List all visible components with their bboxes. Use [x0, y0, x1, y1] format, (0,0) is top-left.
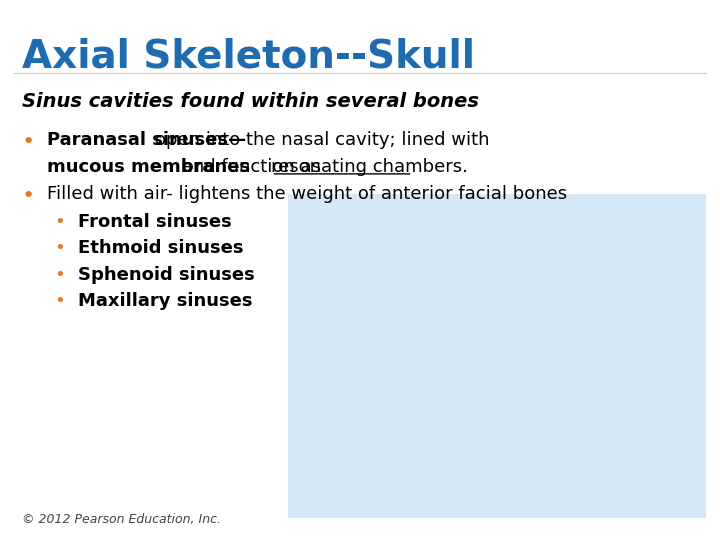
Text: •: • [54, 213, 65, 231]
Text: Sinus cavities found within several bones: Sinus cavities found within several bone… [22, 92, 479, 111]
Text: Frontal sinuses: Frontal sinuses [78, 213, 232, 231]
FancyBboxPatch shape [288, 194, 706, 518]
Text: •: • [22, 132, 35, 152]
Text: •: • [54, 266, 65, 284]
Text: Ethmoid sinuses: Ethmoid sinuses [78, 239, 243, 257]
Text: Maxillary sinuses: Maxillary sinuses [78, 292, 252, 309]
Text: Axial Skeleton--Skull: Axial Skeleton--Skull [22, 38, 474, 76]
Text: •: • [54, 292, 65, 309]
Text: •: • [22, 186, 35, 206]
Text: mucous membranes: mucous membranes [47, 158, 250, 176]
Text: © 2012 Pearson Education, Inc.: © 2012 Pearson Education, Inc. [22, 514, 220, 526]
Text: resonating chambers.: resonating chambers. [271, 158, 468, 176]
Text: open into the nasal cavity; lined with: open into the nasal cavity; lined with [155, 131, 490, 149]
Text: and function as: and function as [176, 158, 327, 176]
Text: •: • [54, 239, 65, 257]
Text: Paranasal sinuses—: Paranasal sinuses— [47, 131, 246, 149]
Text: Sphenoid sinuses: Sphenoid sinuses [78, 266, 254, 284]
Text: Filled with air- lightens the weight of anterior facial bones: Filled with air- lightens the weight of … [47, 185, 567, 202]
